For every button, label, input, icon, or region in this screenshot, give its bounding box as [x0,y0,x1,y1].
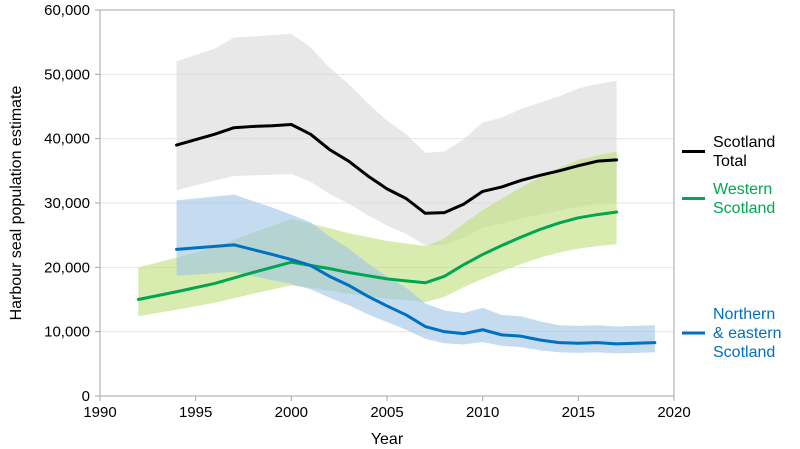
x-tick-label: 2000 [275,404,308,421]
legend-entry-2: Northern & eastern Scotland [682,306,781,361]
legend-entry-1: Western Scotland [682,181,775,217]
series-lines [136,123,657,346]
x-tick-label: 2015 [562,404,595,421]
y-tick-label: 20,000 [44,259,90,276]
legend-label: Northern & eastern Scotland [713,306,781,361]
x-tick-label: 1990 [83,404,116,421]
legend-label: Scotland Total [713,134,775,170]
x-tick-label: 2020 [657,404,690,421]
series-line-2 [175,243,657,346]
confidence-band-0 [176,33,617,246]
y-axis-label: Harbour seal population estimate [8,86,25,321]
y-tick-label: 50,000 [44,66,90,83]
y-tick-label: 40,000 [44,131,90,148]
legend-entry-0: Scotland Total [682,134,775,170]
confidence-band-2 [176,194,655,354]
x-axis-ticks: 1990 1995 2000 2005 2010 2015 2020 [83,396,691,421]
y-tick-label: 30,000 [44,195,90,212]
x-tick-label: 2010 [466,404,499,421]
x-axis-label: Year [371,431,404,448]
x-tick-label: 2005 [370,404,403,421]
series-line-1 [136,210,619,301]
legend-label: Western Scotland [713,181,775,217]
series-line-0 [175,123,619,215]
y-axis-ticks: 0 10,000 20,000 30,000 40,000 50,000 60,000 [44,2,100,405]
y-tick-label: 10,000 [44,324,90,341]
y-tick-label: 60,000 [44,2,90,19]
series-legend: Scotland Total Western Scotland Northern & ea… [682,134,781,361]
confidence-bands [138,33,655,354]
x-tick-label: 1995 [179,404,212,421]
y-tick-label: 0 [82,388,90,405]
